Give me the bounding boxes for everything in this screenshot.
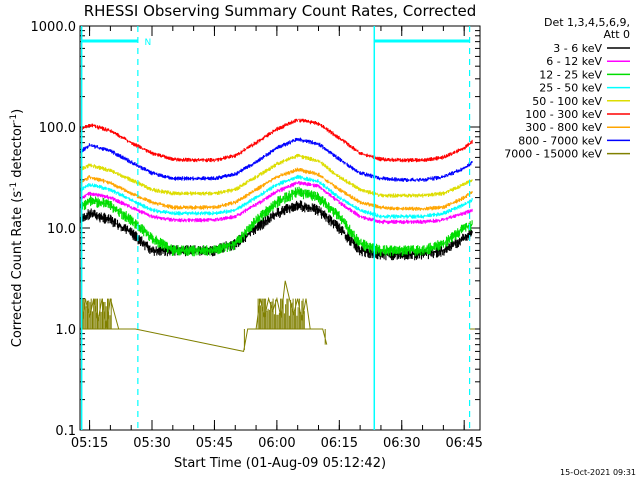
series-line [80, 118, 473, 163]
annotation-layer: N [80, 26, 471, 430]
x-tick-label: 06:30 [383, 436, 420, 451]
x-tick-label: 06:00 [258, 436, 295, 451]
night-flag-label: N [144, 38, 151, 48]
x-tick-label: 05:15 [71, 436, 108, 451]
legend-label: 12 - 25 keV [539, 68, 602, 81]
y-tick-label: 0.1 [55, 424, 76, 439]
legend-label: 800 - 7000 keV [518, 134, 602, 147]
timestamp: 15-Oct-2021 09:31 [560, 468, 636, 477]
legend-label: 6 - 12 keV [546, 55, 602, 68]
legend-label: 50 - 100 keV [532, 95, 602, 108]
y-axis-label: Corrected Count Rate (s-1 detector-1) [9, 109, 25, 347]
series-layer [80, 118, 476, 352]
x-tick-label: 06:45 [445, 436, 482, 451]
legend-label: 3 - 6 keV [553, 42, 602, 55]
legend-header-detectors: Det 1,3,4,5,6,9, [544, 16, 630, 29]
legend-label: 100 - 300 keV [525, 108, 602, 121]
y-tick-label: 1.0 [55, 323, 76, 338]
legend-label: 300 - 800 keV [525, 121, 602, 134]
x-axis-label: Start Time (01-Aug-09 05:12:42) [174, 456, 386, 471]
legend-label: 25 - 50 keV [539, 82, 602, 95]
y-tick-label: 100.0 [39, 121, 76, 136]
x-tick-label: 06:15 [321, 436, 358, 451]
y-tick-label: 10.0 [47, 222, 76, 237]
legend-header-attenuator: Att 0 [604, 28, 630, 41]
legend-label: 7000 - 15000 keV [504, 148, 602, 161]
x-axis: 05:15 05:30 05:45 06:00 06:15 06:30 06:45 [71, 26, 483, 451]
x-tick-label: 05:30 [133, 436, 170, 451]
chart-title: RHESSI Observing Summary Count Rates, Co… [84, 2, 477, 20]
x-tick-label: 05:45 [196, 436, 233, 451]
series-line-7000-15000 [80, 280, 328, 352]
y-tick-label: 1000.0 [31, 20, 77, 35]
